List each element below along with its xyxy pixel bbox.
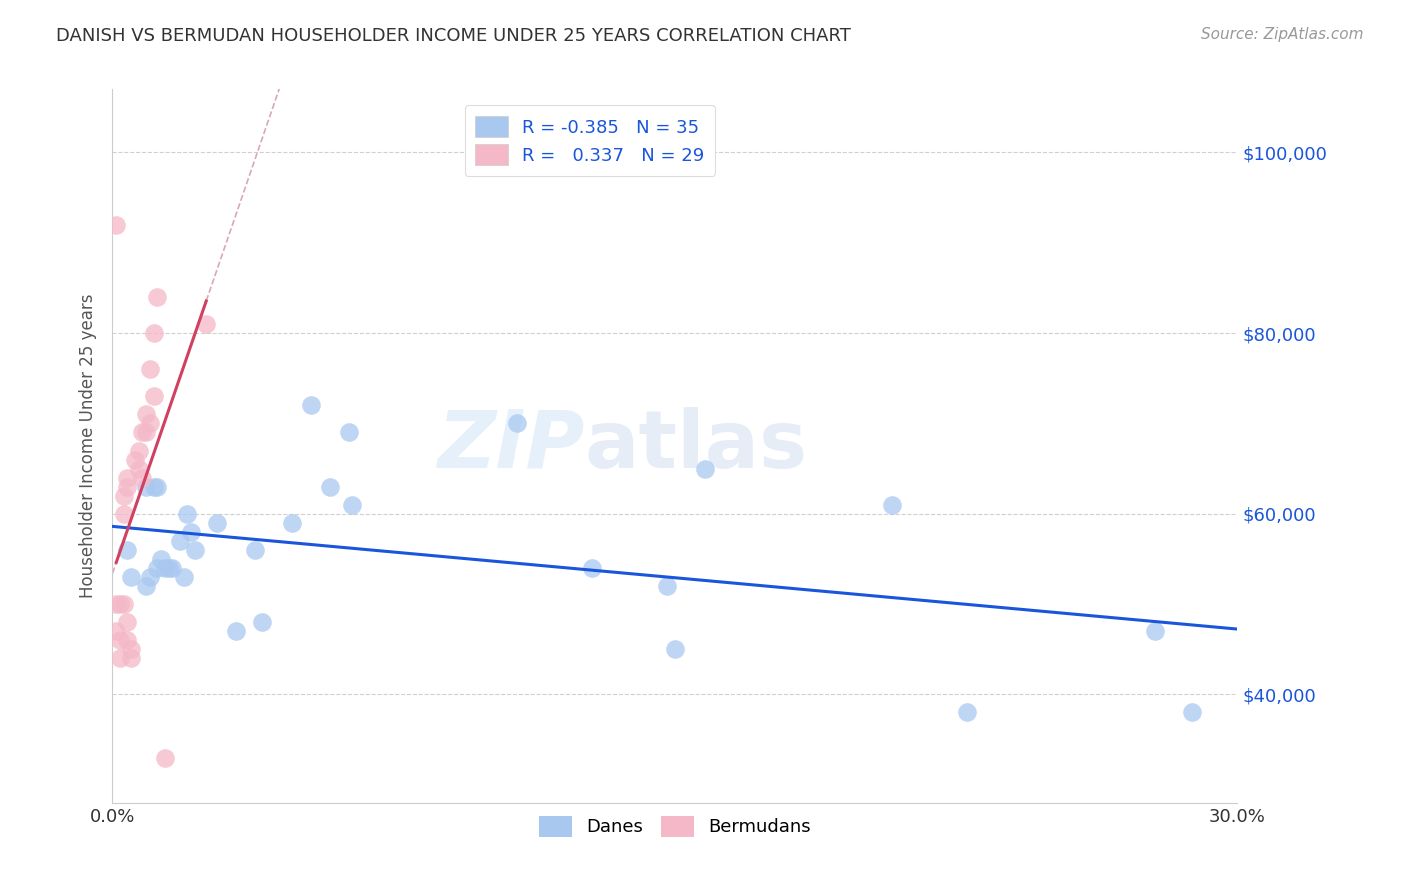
Text: DANISH VS BERMUDAN HOUSEHOLDER INCOME UNDER 25 YEARS CORRELATION CHART: DANISH VS BERMUDAN HOUSEHOLDER INCOME UN… [56, 27, 851, 45]
Point [139, 570, 162, 584]
Point [108, 633, 131, 648]
Point [176, 507, 198, 521]
Point [128, 461, 150, 475]
Point [142, 389, 165, 403]
Point [243, 542, 266, 557]
Point [108, 597, 131, 611]
Point [108, 651, 131, 665]
Point [184, 542, 207, 557]
Point [135, 579, 157, 593]
Point [693, 461, 716, 475]
Point [105, 597, 128, 611]
Point [153, 561, 176, 575]
Point [112, 597, 135, 611]
Point [146, 290, 169, 304]
Point [319, 480, 342, 494]
Point [105, 624, 128, 639]
Point [135, 408, 157, 422]
Point [131, 470, 153, 484]
Point [117, 633, 139, 648]
Point [1181, 706, 1204, 720]
Point [299, 398, 322, 412]
Point [120, 642, 142, 657]
Point [207, 516, 229, 530]
Point [225, 624, 247, 639]
Point [195, 317, 218, 331]
Point [135, 425, 157, 440]
Point [120, 651, 142, 665]
Point [162, 561, 184, 575]
Point [131, 425, 153, 440]
Point [153, 750, 176, 764]
Point [342, 498, 364, 512]
Point [956, 706, 979, 720]
Point [169, 533, 191, 548]
Point [124, 452, 146, 467]
Point [281, 516, 304, 530]
Point [142, 480, 165, 494]
Point [150, 552, 173, 566]
Point [135, 480, 157, 494]
Point [117, 470, 139, 484]
Legend: Danes, Bermudans: Danes, Bermudans [531, 808, 818, 844]
Point [120, 570, 142, 584]
Point [882, 498, 904, 512]
Point [146, 561, 169, 575]
Point [146, 480, 169, 494]
Point [139, 417, 162, 431]
Point [506, 417, 529, 431]
Point [112, 489, 135, 503]
Text: atlas: atlas [585, 407, 808, 485]
Text: Source: ZipAtlas.com: Source: ZipAtlas.com [1201, 27, 1364, 42]
Point [173, 570, 195, 584]
Point [112, 507, 135, 521]
Point [657, 579, 679, 593]
Point [581, 561, 603, 575]
Point [139, 362, 162, 376]
Point [128, 443, 150, 458]
Point [105, 218, 128, 232]
Point [252, 615, 274, 629]
Text: ZIP: ZIP [437, 407, 585, 485]
Point [157, 561, 180, 575]
Point [337, 425, 360, 440]
Y-axis label: Householder Income Under 25 years: Householder Income Under 25 years [79, 293, 97, 599]
Point [664, 642, 686, 657]
Point [117, 542, 139, 557]
Point [117, 480, 139, 494]
Point [180, 524, 202, 539]
Point [142, 326, 165, 340]
Point [117, 615, 139, 629]
Point [1143, 624, 1166, 639]
